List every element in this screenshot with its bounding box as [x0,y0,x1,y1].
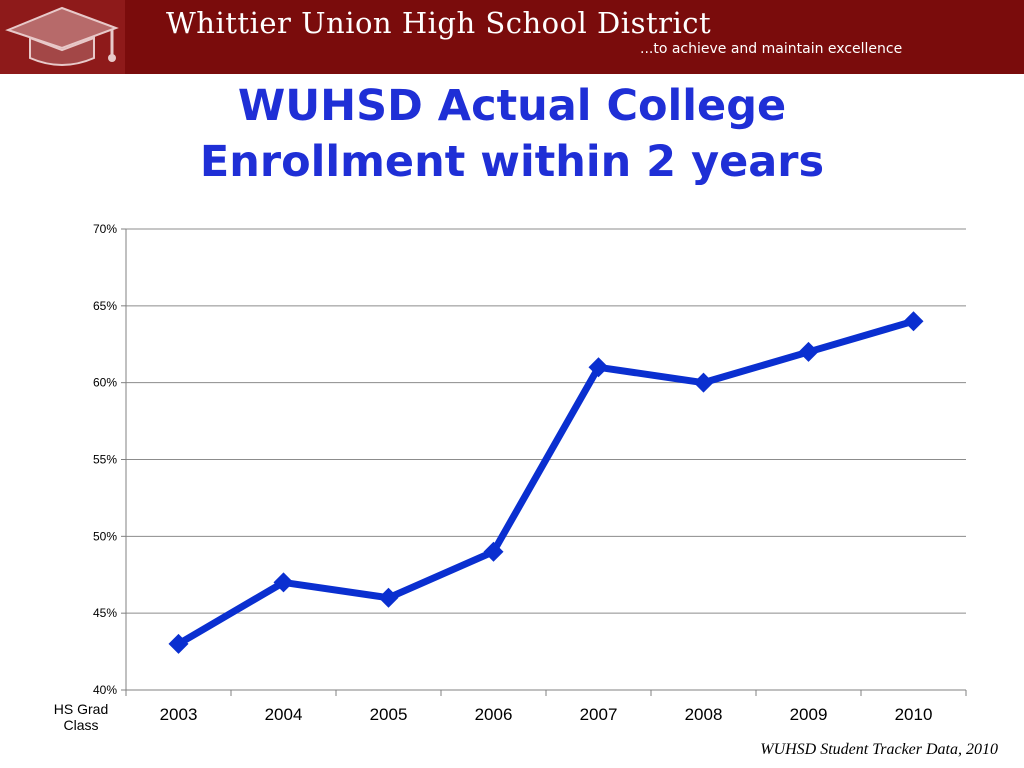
x-tick-label: 2006 [475,705,513,724]
enrollment-line-chart: 40% 45% 50% 55% 60% 65% 70% 2003 2004 2005 2006 200… [54,222,967,733]
series-line [175,317,917,648]
data-point-marker [168,633,189,654]
y-tick-label: 55% [93,453,117,467]
y-tick-label: 60% [93,376,117,390]
district-tagline: ...to achieve and maintain excellence [640,41,903,57]
slide-title-line-1: WUHSD Actual College [237,81,787,131]
x-tick-label: 2004 [265,705,303,724]
y-tick-label: 40% [93,683,117,697]
x-tick-label: 2010 [895,705,933,724]
y-tick-label: 45% [93,606,117,620]
data-point-marker [903,311,924,332]
slide-title: WUHSD Actual College Enrollment within 2… [0,78,1024,190]
data-point-marker [273,572,294,593]
data-point-marker [798,341,819,362]
y-tick-label: 65% [93,299,117,313]
x-tick-label: 2005 [370,705,408,724]
x-tick-label: 2008 [685,705,723,724]
data-point-marker [588,357,609,378]
x-tick-label: 2007 [580,705,618,724]
data-point-marker [483,541,504,562]
data-point-marker [378,587,399,608]
district-name: Whittier Union High School District [166,6,712,40]
header-banner: Whittier Union High School District ...t… [0,0,1024,74]
y-tick-label: 50% [93,529,117,543]
y-tick-label: 70% [93,222,117,236]
graduation-cap-logo [0,0,125,74]
x-tick-label: 2003 [160,705,198,724]
data-point-marker [693,372,714,393]
x-axis-label: HS Grad Class [54,701,108,733]
source-citation: WUHSD Student Tracker Data, 2010 [760,741,998,758]
slide-title-line-2: Enrollment within 2 years [199,137,825,187]
x-tick-label: 2009 [790,705,828,724]
